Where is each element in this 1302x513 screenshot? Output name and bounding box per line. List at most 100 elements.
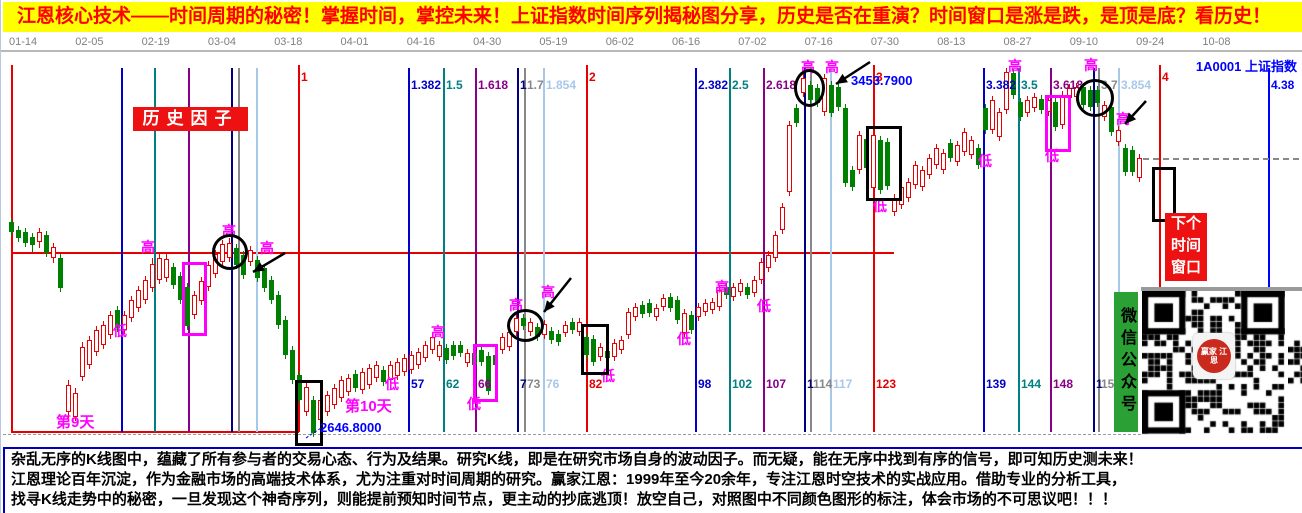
time-window-line [408,68,410,432]
candle-body [703,303,708,312]
high-low-label: 低 [385,376,399,392]
ratio-label: 3.382 [986,78,1017,92]
date-tick: 05-19 [539,36,568,48]
candle-body [1025,100,1030,113]
candle-body [549,331,554,340]
date-tick: 09-10 [1069,36,1098,48]
candle-body [276,295,281,325]
candle-body [563,325,568,333]
symbol-label: 1A0001 上证指数 [1195,59,1297,74]
candle-body [381,370,386,382]
highlight-magenta-rect [182,262,207,336]
candle-body [402,358,407,372]
candle-body [73,393,78,417]
candle-body [1130,150,1135,172]
candle-body [794,108,799,123]
candle-body [591,339,596,362]
day-count-label: 1 [1096,377,1103,391]
date-tick: 03-18 [274,36,303,48]
date-tick: 02-19 [141,36,170,48]
highlight-black-rect [1152,167,1176,222]
candle-body [122,315,127,330]
candle-body [185,287,190,326]
candle-body [423,345,428,358]
candle-body [16,230,21,238]
candle-body [836,87,841,107]
time-window-line [1159,65,1161,432]
candle-body [906,182,911,198]
qr-code-partial [1288,291,1302,437]
high-low-label: 低 [978,153,992,169]
candle-body [962,132,967,152]
candle-body [829,85,834,113]
candle-body [51,247,56,258]
candle-body [101,325,106,345]
candle-body [619,340,624,350]
candle-body [584,337,589,355]
time-window-line [298,65,300,432]
day-count-label: 117 [833,377,853,391]
candle-body [675,300,680,320]
candle-body [955,145,960,162]
time-window-line [524,68,526,432]
time-window-line [443,68,445,432]
candle-body [346,378,351,392]
day-tag-label: 第10天 [345,398,392,415]
candle-body [192,295,197,315]
time-window-line [983,68,985,432]
time-window-line [256,68,258,432]
candle-body [353,374,358,388]
candle-body [30,237,35,245]
candle-body [451,345,456,356]
ratio-label: 2.382 [698,78,729,92]
candle-body [248,250,253,262]
candle-body [458,345,463,353]
candle-body [416,352,421,365]
high-low-label: 低 [757,298,771,314]
candle-body [724,287,729,295]
candle-body [1109,107,1114,132]
candle-body [269,280,274,300]
ratio-label: 3.5 [1021,78,1038,92]
ratio-label: 3 [876,70,883,84]
candle-body [871,135,876,188]
candle-body [850,170,855,187]
qr-top-bar [1141,287,1302,291]
candle-body [654,308,659,317]
candle-body [990,100,995,130]
high-low-label: 高 [715,279,729,295]
candle-body [983,108,988,130]
page-title: 江恩核心技术——时间周期的秘密！掌握时间，掌控未来！上证指数时间序列揭秘图分享，… [3,2,1302,32]
day-count-label: 7 [520,377,527,391]
candle-body [87,340,92,365]
time-window-line [154,68,156,432]
candle-body [997,112,1002,137]
candle-body [500,337,505,350]
candle-body [150,264,155,288]
candle-body [1018,102,1023,117]
day-count-label: 73 [527,377,541,391]
time-window-line [475,68,477,432]
time-window-line [121,68,123,432]
date-tick: 04-30 [473,36,502,48]
candle-body [80,347,85,377]
candle-body [1032,97,1037,108]
candle-body [640,305,645,314]
candle-body [752,280,757,293]
high-low-label: 低 [677,331,691,347]
time-window-line [188,68,190,432]
candle-body [297,375,302,400]
high-low-label: 高 [141,239,155,255]
highlight-black-rect [866,126,902,201]
candle-body [437,345,442,357]
candle-body [976,148,981,165]
day-tag-label: 第9天 [56,414,95,431]
candle-body [136,290,141,308]
date-tick: 10-08 [1202,36,1231,48]
candle-body [1116,130,1121,142]
next-time-window-box: 下个 时间 窗口 [1165,213,1207,281]
day-count-label: 107 [766,377,787,391]
candle-body [661,298,666,307]
candle-body [1004,72,1009,110]
ratio-label: 3.618 [1053,78,1084,92]
